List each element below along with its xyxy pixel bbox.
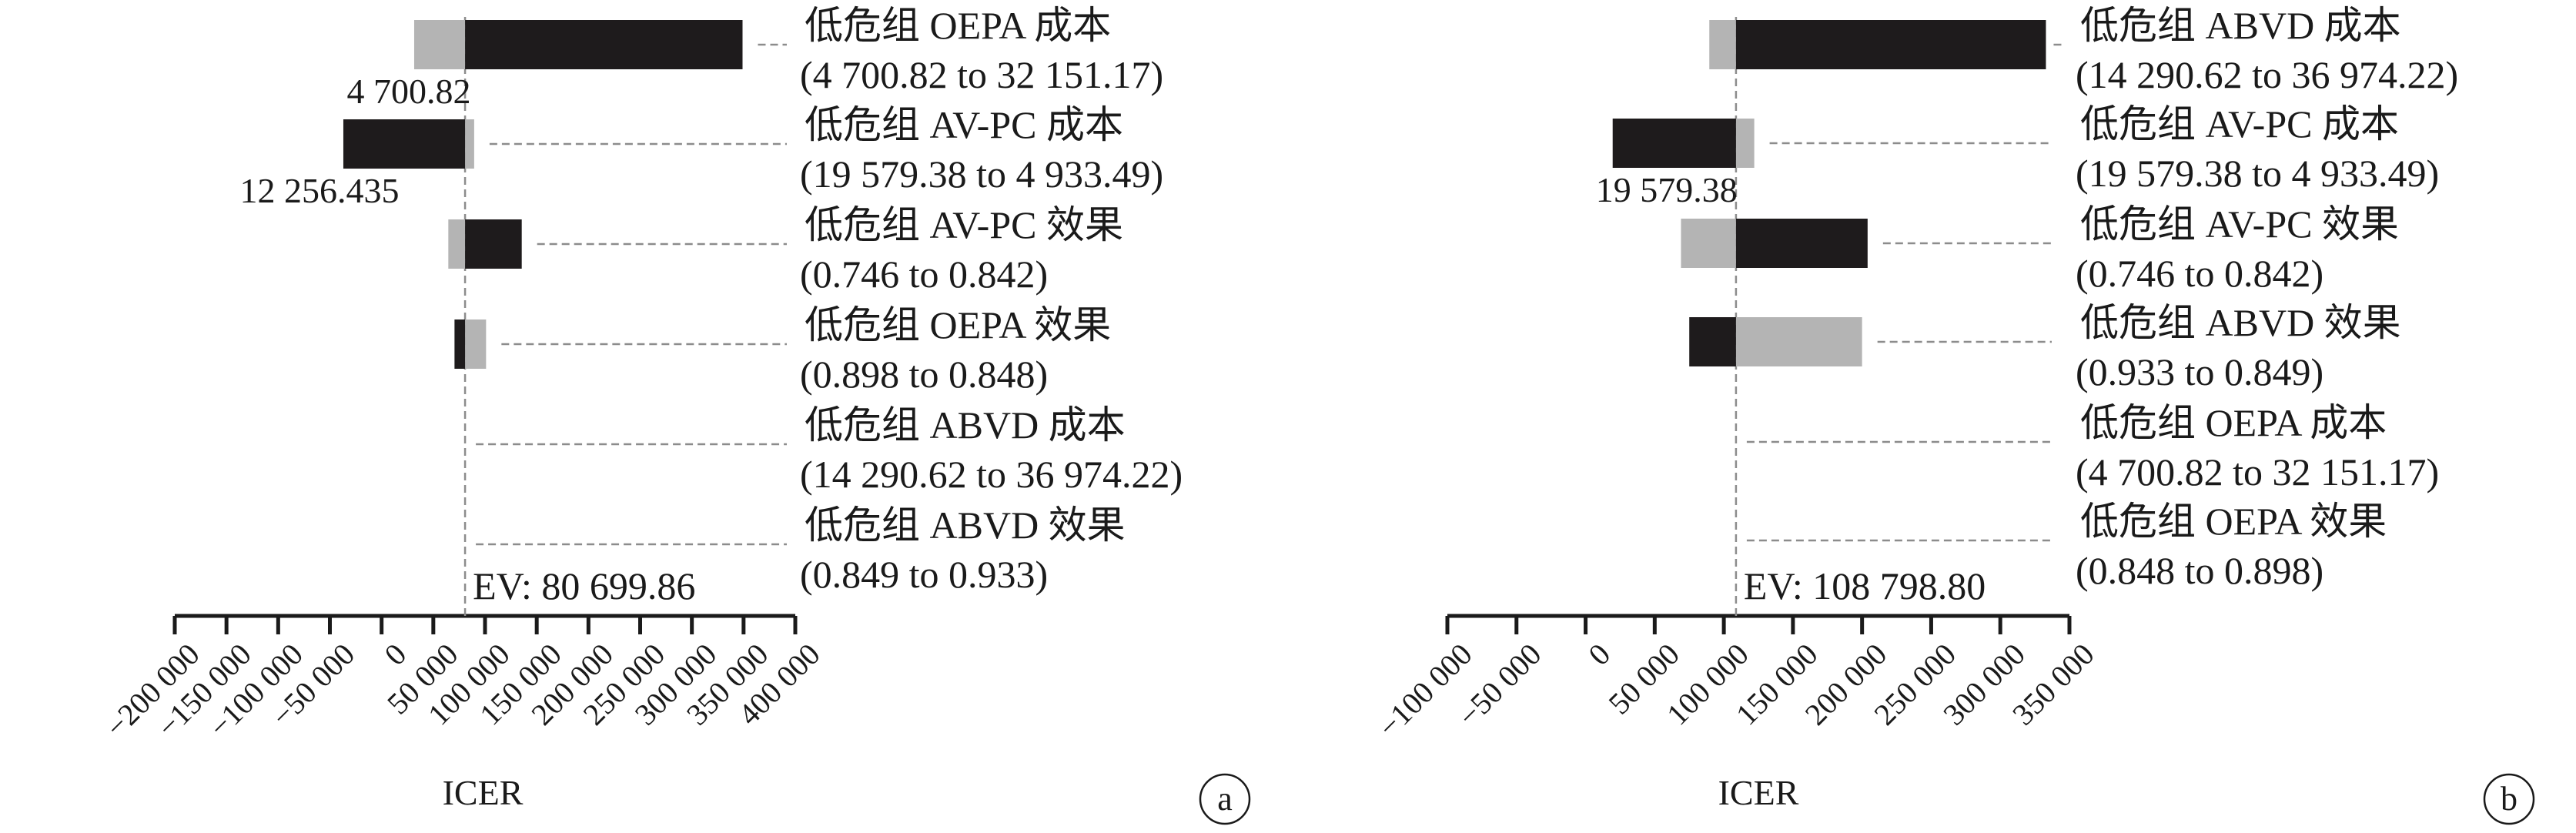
bar-value-label: 12 256.435 <box>240 171 400 210</box>
panel-label: b <box>2501 780 2517 818</box>
bar-value-label: 4 700.82 <box>347 72 471 111</box>
row-range-label: (19 579.38 to 4 933.49) <box>800 152 1163 196</box>
bar-light <box>413 20 466 69</box>
row-range-label: (19 579.38 to 4 933.49) <box>2076 152 2439 195</box>
row-name-label: 低危组 AV-PC 成本 <box>2080 102 2399 146</box>
row-range-label: (0.746 to 0.842) <box>2076 252 2323 295</box>
row-range-label: (0.933 to 0.849) <box>2076 350 2323 393</box>
panel-label-circle <box>2483 773 2535 825</box>
row-name-label: 低危组 OEPA 效果 <box>2080 500 2387 543</box>
row-name-label: 低危组 OEPA 成本 <box>805 4 1111 47</box>
x-tick-label: −100 000 <box>1371 637 1479 744</box>
x-axis-title: ICER <box>1718 773 1799 812</box>
bar-light <box>1681 219 1736 268</box>
row-name-label: 低危组 ABVD 成本 <box>805 403 1126 447</box>
bar-dark <box>454 319 466 369</box>
row-name-label: 低危组 AV-PC 成本 <box>805 103 1123 146</box>
row-name-label: 低危组 OEPA 效果 <box>805 303 1111 346</box>
bar-dark <box>1735 219 1868 268</box>
row-name-label: 低危组 AV-PC 效果 <box>805 203 1123 246</box>
panel-label: a <box>1217 780 1233 818</box>
bar-light <box>465 119 474 169</box>
x-axis-title: ICER <box>443 773 524 812</box>
bar-light <box>1735 119 1755 168</box>
bar-dark <box>1735 20 2046 69</box>
row-name-label: 低危组 OEPA 成本 <box>2080 401 2387 444</box>
row-range-label: (0.898 to 0.848) <box>800 353 1048 396</box>
row-range-label: (0.746 to 0.842) <box>800 253 1048 296</box>
bar-dark <box>465 219 522 269</box>
ev-label: EV: 80 699.86 <box>473 564 695 607</box>
bar-dark <box>1612 119 1736 168</box>
panel-label-circle <box>1199 773 1251 825</box>
row-name-label: 低危组 AV-PC 效果 <box>2080 202 2399 246</box>
x-tick-label: 0 <box>1581 637 1617 672</box>
bar-dark <box>1689 317 1736 366</box>
bar-light <box>1735 317 1862 366</box>
row-name-label: 低危组 ABVD 成本 <box>2080 4 2401 47</box>
row-name-label: 低危组 ABVD 效果 <box>2080 301 2401 344</box>
row-range-label: (14 290.62 to 36 974.22) <box>2076 53 2458 96</box>
bar-value-label: 19 579.38 <box>1596 170 1738 209</box>
ev-label: EV: 108 798.80 <box>1744 564 1986 607</box>
row-range-label: (0.848 to 0.898) <box>2076 549 2323 592</box>
bar-dark <box>465 20 743 69</box>
bar-dark <box>343 119 466 169</box>
x-tick-label: 0 <box>377 637 413 672</box>
bar-light <box>1709 20 1736 69</box>
row-range-label: (4 700.82 to 32 151.17) <box>800 53 1163 96</box>
row-range-label: (0.849 to 0.933) <box>800 553 1048 596</box>
row-name-label: 低危组 ABVD 效果 <box>805 503 1126 547</box>
row-range-label: (14 290.62 to 36 974.22) <box>800 453 1183 496</box>
bar-light <box>448 219 466 269</box>
row-range-label: (4 700.82 to 32 151.17) <box>2076 450 2439 493</box>
bar-light <box>465 319 487 369</box>
